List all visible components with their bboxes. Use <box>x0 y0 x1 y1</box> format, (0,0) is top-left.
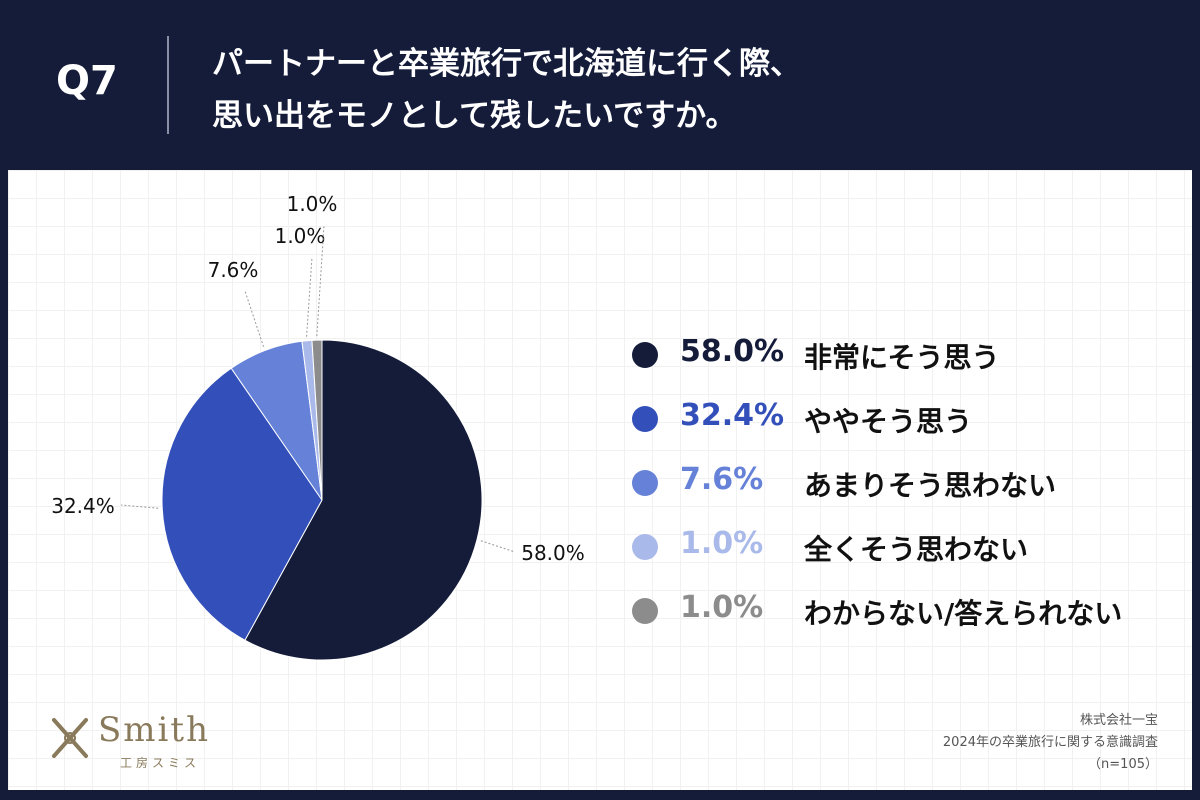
leader-line <box>316 224 325 337</box>
leader-line <box>244 290 265 347</box>
legend-percent: 7.6% <box>680 462 764 497</box>
data-label: 32.4% <box>51 494 115 518</box>
legend-label: 全くそう思わない <box>804 533 1029 566</box>
legend-label: 非常にそう思う <box>804 341 1000 374</box>
logo-subtitle: 工房スミス <box>120 756 201 770</box>
pie-slice <box>161 367 323 641</box>
legend-percent: 58.0% <box>680 334 785 369</box>
chart-panel: 58.0% 32.4% 7.6% 1.0% 1.0% 58.0% 非常にそう思う 32.… <box>8 170 1192 790</box>
legend-dot <box>632 470 658 496</box>
leader-line <box>480 540 516 553</box>
pie-slice <box>311 339 323 501</box>
legend-percent: 1.0% <box>680 526 764 561</box>
legend-dot <box>632 598 658 624</box>
legend-dot <box>632 342 658 368</box>
source-company: 株式会社一宝 <box>1079 713 1158 728</box>
crossed-tools-icon <box>52 718 88 758</box>
legend-dot <box>632 406 658 432</box>
data-label: 1.0% <box>287 192 338 216</box>
legend-label: わからない/答えられない <box>804 597 1123 630</box>
header-divider <box>167 36 169 134</box>
source-note: 株式会社一宝 2024年の卒業旅行に関する意識調査 （n=105） <box>943 710 1158 776</box>
data-label: 7.6% <box>208 258 259 282</box>
header: Q7 パートナーと卒業旅行で北海道に行く際、 思い出をモノとして残したいですか。 <box>0 0 1200 168</box>
data-label: 1.0% <box>275 224 326 248</box>
legend-percent: 1.0% <box>680 590 764 625</box>
question-title: パートナーと卒業旅行で北海道に行く際、 思い出をモノとして残したいですか。 <box>212 38 801 142</box>
legend-label: ややそう思う <box>804 405 973 438</box>
question-number: Q7 <box>56 58 118 104</box>
legend-dot <box>632 534 658 560</box>
legend-label: あまりそう思わない <box>804 469 1057 502</box>
legend-percent: 32.4% <box>680 398 785 433</box>
source-sample: （n=105） <box>1088 757 1158 772</box>
source-survey: 2024年の卒業旅行に関する意識調査 <box>942 735 1158 750</box>
logo-name: Smith <box>98 710 210 750</box>
leader-line <box>306 256 313 337</box>
pie-slice <box>244 339 483 661</box>
title-line-2: 思い出をモノとして残したいですか。 <box>212 98 737 134</box>
title-line-1: パートナーと卒業旅行で北海道に行く際、 <box>212 46 801 82</box>
pie-chart: 58.0% 32.4% 7.6% 1.0% 1.0% <box>51 192 585 661</box>
leader-line <box>120 504 159 509</box>
data-label: 58.0% <box>521 541 585 565</box>
